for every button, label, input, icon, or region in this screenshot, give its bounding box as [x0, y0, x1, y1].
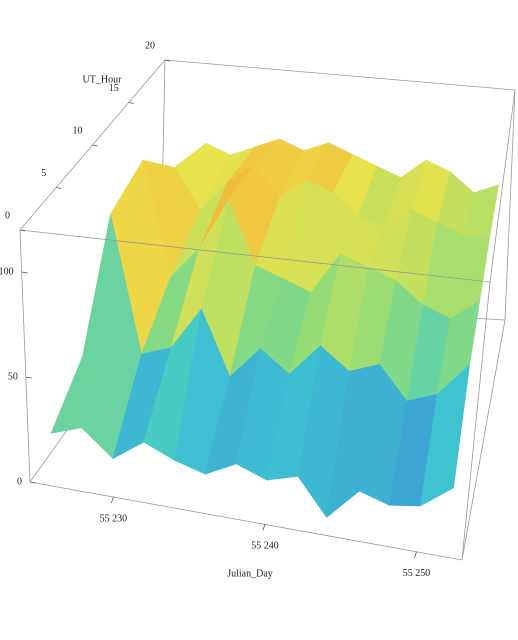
z-tick-label: 100 [0, 266, 14, 277]
box-edge [504, 89, 516, 321]
box-edge [29, 481, 463, 561]
box-edge [19, 229, 31, 483]
x-tick [414, 551, 417, 558]
y-tick [19, 229, 26, 232]
y-tick-label: 5 [41, 168, 46, 179]
box-edge [164, 59, 516, 91]
x-tick-label: 55 240 [251, 541, 279, 552]
x-tick [110, 496, 114, 504]
surface-patch [420, 364, 470, 507]
x-axis-label: Julian_Day [227, 568, 273, 579]
x-tick [262, 524, 266, 531]
y-tick-label: 20 [145, 40, 155, 51]
z-tick-label: 0 [17, 476, 22, 487]
box-edge [461, 319, 506, 561]
box-edge [489, 89, 516, 283]
y-axis-label: UT_Hour [83, 74, 123, 85]
z-tick-label: 50 [8, 371, 18, 382]
y-tick [92, 144, 98, 147]
y-tick-label: 0 [5, 210, 10, 221]
box-edge [461, 281, 491, 561]
z-tick [21, 271, 28, 274]
z-tick [25, 376, 32, 379]
y-tick [128, 102, 134, 104]
box-edge [19, 229, 491, 283]
y-tick-label: 15 [109, 83, 119, 94]
z-tick [29, 481, 37, 484]
x-tick-label: 55 230 [100, 513, 128, 524]
x-tick-label: 55 250 [403, 568, 431, 579]
y-tick [164, 59, 171, 62]
y-tick-label: 10 [73, 125, 83, 136]
y-tick [56, 187, 62, 189]
